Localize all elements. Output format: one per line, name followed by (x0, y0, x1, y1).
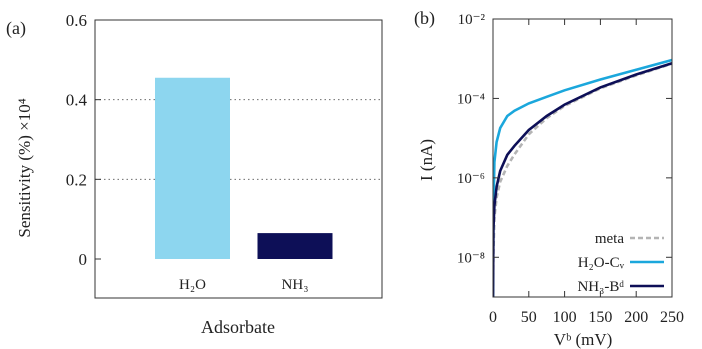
panel-a-bar (257, 233, 333, 259)
panel-b-y-tick-label: 10⁻⁸ (457, 250, 485, 266)
panel-b-y-tick-label: 10⁻⁴ (457, 91, 485, 107)
panel-b-legend-label: H₂O-Cᵥ (578, 255, 625, 271)
panel-a-label: (a) (6, 18, 26, 39)
panel-a-frame (94, 19, 383, 299)
panel-b-series-line (493, 61, 672, 297)
panel-b-series-lines (493, 58, 672, 297)
panel-b-legend-label: meta (595, 231, 624, 247)
panel-b-y-tick-label: 10⁻² (458, 12, 486, 28)
panel-a-x-tick-label: NH₃ (282, 277, 309, 293)
panel-b-x-tick-label: 0 (489, 309, 497, 326)
panel-b-x-axis-label: Vᵇ (mV) (554, 330, 613, 349)
panel-b-x-tick-label: 250 (660, 309, 684, 326)
panel-a-y-tick-label: 0.4 (66, 91, 88, 110)
panel-b-line-chart: (b) 10⁻⁸ 10⁻⁶ 10⁻⁴ 10⁻² 0 50 100 150 200 250 I (… (414, 8, 684, 349)
panel-b-x-tick-label: 200 (624, 309, 648, 326)
panel-a-bars (155, 77, 333, 259)
panel-b-series-line (493, 58, 672, 297)
panel-a-x-tick-label: H₂O (179, 277, 206, 293)
panel-b-legend: meta H₂O-Cᵥ NH₃-Bᵈ (577, 231, 664, 295)
panel-b-y-axis-label: I (nA) (417, 139, 436, 181)
panel-a-y-tick-label: 0.2 (66, 170, 87, 189)
panel-b-y-ticks: 10⁻⁸ 10⁻⁶ 10⁻⁴ 10⁻² (457, 12, 672, 266)
panel-a-x-axis-label: Adsorbate (201, 317, 275, 337)
panel-a-bar-chart: (a) 0 0.2 0.4 0.6 H₂O NH₃ Sensitivity (%) ×1… (6, 11, 383, 337)
panel-b-frame (492, 18, 673, 298)
panel-b-x-tick-label: 50 (521, 309, 537, 326)
panel-b-label: (b) (414, 8, 435, 29)
panel-b-legend-label: NH₃-Bᵈ (577, 279, 624, 295)
panel-a-x-ticks: H₂O NH₃ (179, 277, 308, 293)
panel-a-y-tick-label: 0 (79, 250, 88, 269)
panel-b-x-ticks: 0 50 100 150 200 250 (489, 19, 684, 326)
panel-a-bar (155, 77, 230, 259)
panel-a-gridlines (95, 99, 382, 180)
panel-a-y-axis-label: Sensitivity (%) ×10⁴ (15, 98, 34, 237)
panel-b-y-tick-label: 10⁻⁶ (457, 171, 485, 187)
panel-a-y-ticks: 0 0.2 0.4 0.6 (66, 11, 101, 269)
panel-b-x-tick-label: 150 (588, 309, 612, 326)
panel-a-y-tick-label: 0.6 (66, 11, 87, 30)
panel-b-x-tick-label: 100 (553, 309, 577, 326)
